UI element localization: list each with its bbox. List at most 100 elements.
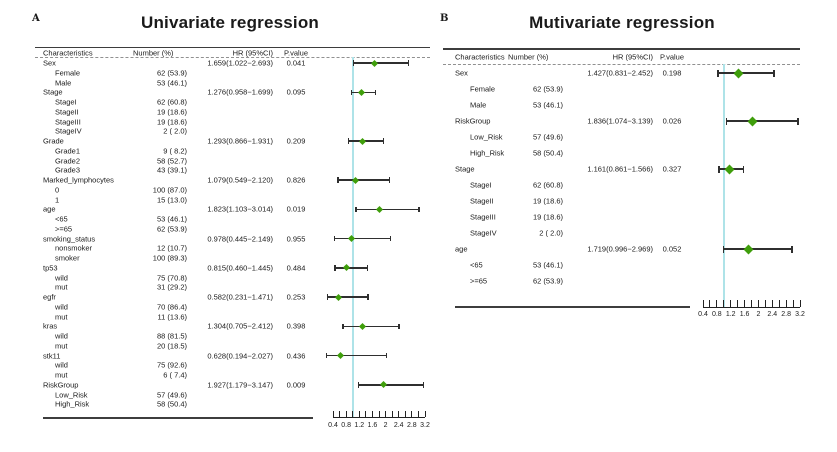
- hr-marker-diamond: [336, 352, 345, 360]
- table-row: StageI 62 (60.8): [35, 97, 430, 107]
- axis-tick-label: 0.8: [711, 311, 722, 318]
- ci-cap-right: [374, 89, 377, 96]
- hr-marker-diamond: [358, 137, 366, 145]
- table-row: StageII 19 (18.6): [443, 193, 800, 209]
- row-hr: 1.823(1.103−3.014): [207, 204, 273, 214]
- hr-marker-diamond: [359, 322, 367, 330]
- row-pvalue: 0.436: [286, 350, 306, 360]
- table-row: StageIV 2 ( 2.0): [443, 225, 800, 241]
- axis-tick: [358, 411, 360, 417]
- table-bottom-rule: [455, 306, 690, 308]
- row-characteristic: Female: [55, 68, 81, 78]
- table-row: Grade3 43 (39.1): [35, 165, 430, 175]
- row-number: 20 (18.5): [156, 341, 187, 351]
- row-number: 70 (86.4): [156, 302, 187, 312]
- panel-b-title: Mutivariate regression: [529, 13, 715, 32]
- row-pvalue: 0.052: [662, 244, 682, 254]
- row-characteristic: tp53: [43, 263, 58, 273]
- ci-line: [343, 325, 400, 328]
- row-pvalue: 0.398: [286, 321, 306, 331]
- ci-plot-cell: [333, 58, 425, 68]
- row-hr: 1.276(0.958−1.699): [207, 87, 273, 97]
- row-characteristic: wild: [55, 272, 68, 282]
- axis-tick-label: 3.2: [420, 422, 430, 429]
- row-number: 19 (18.6): [156, 107, 187, 117]
- axis-tick-label: 2.4: [767, 311, 778, 318]
- row-characteristic: Low_Risk: [55, 389, 88, 399]
- table-row: stk11 0.628(0.194−2.027) 0.436: [35, 351, 430, 361]
- table-row: wild 70 (86.4): [35, 302, 430, 312]
- axis-tick-label: 1.2: [725, 311, 736, 318]
- table-row: Grade1 9 ( 8.2): [35, 146, 430, 156]
- ci-plot-cell: [333, 204, 425, 214]
- row-number: 100 (87.0): [152, 185, 187, 195]
- row-number: 9 ( 8.2): [163, 146, 187, 156]
- row-number: 88 (81.5): [156, 331, 187, 341]
- axis-tick-label: 2.8: [781, 311, 791, 318]
- axis-tick: [411, 411, 413, 417]
- axis-tick-label: 0.8: [341, 422, 351, 429]
- table-row: Grade 1.293(0.866−1.931) 0.209: [35, 136, 430, 146]
- row-characteristic: Female: [470, 84, 496, 94]
- row-number: 62 (60.8): [532, 180, 563, 190]
- panel-a-label: A: [32, 13, 40, 24]
- hr-marker-diamond: [348, 235, 356, 243]
- ci-line: [717, 72, 775, 74]
- row-characteristic: High_Risk: [55, 399, 90, 409]
- hr-marker-diamond: [379, 381, 387, 389]
- table-row: Male 53 (46.1): [443, 97, 800, 113]
- row-characteristic: RiskGroup: [43, 380, 79, 390]
- row-number: 53 (46.1): [156, 214, 187, 224]
- row-number: 19 (18.6): [532, 196, 563, 206]
- table-header-row: Characteristics Number (%) HR (95%CI) P.val…: [35, 48, 430, 59]
- table-row: smoking_status 0.978(0.445−2.149) 0.955: [35, 234, 430, 244]
- axis-tick-label: 0.4: [698, 311, 708, 318]
- table-row: StageIV 2 ( 2.0): [35, 126, 430, 136]
- hr-marker-diamond: [370, 59, 378, 67]
- row-hr: 0.582(0.231−1.471): [207, 292, 273, 302]
- row-characteristic: wild: [55, 331, 68, 341]
- ci-cap-right: [366, 265, 369, 271]
- ci-cap-right: [407, 60, 410, 66]
- axis-tick: [778, 300, 780, 307]
- ci-line: [356, 208, 419, 211]
- table-row: Stage 1.276(0.958−1.699) 0.095: [35, 87, 430, 97]
- axis-ruler: [702, 300, 801, 308]
- ci-cap-right: [773, 69, 775, 77]
- row-characteristic: StageIII: [470, 212, 496, 222]
- axis-tick: [385, 411, 387, 417]
- row-pvalue: 0.327: [662, 164, 682, 174]
- axis-tick: [737, 300, 739, 307]
- row-characteristic: <65: [470, 260, 483, 270]
- row-number: 11 (13.6): [157, 311, 187, 321]
- row-number: 43 (39.1): [156, 165, 187, 175]
- table-row: mut 11 (13.6): [35, 312, 430, 322]
- row-characteristic: mut: [55, 282, 68, 292]
- col-header-characteristics: Characteristics: [455, 52, 505, 62]
- col-header-pvalue: P.value: [659, 52, 685, 62]
- table-bottom-rule: [43, 417, 313, 419]
- ci-line: [337, 179, 390, 181]
- row-hr: 1.293(0.866−1.931): [207, 136, 273, 146]
- row-characteristic: age: [43, 204, 56, 214]
- ci-plot-cell: [333, 380, 425, 390]
- row-number: 58 (52.7): [156, 155, 187, 165]
- ci-cap-right: [385, 352, 388, 359]
- row-characteristic: Sex: [455, 68, 468, 78]
- row-number: 57 (49.6): [156, 389, 187, 399]
- axis-tick: [352, 411, 354, 417]
- row-pvalue: 0.484: [286, 263, 306, 273]
- hr-marker-diamond: [335, 293, 343, 301]
- table-row: Female 62 (53.9): [35, 68, 430, 78]
- row-number: 31 (29.2): [156, 282, 187, 292]
- row-characteristic: smoking_status: [43, 233, 96, 243]
- row-characteristic: High_Risk: [470, 148, 505, 158]
- row-pvalue: 0.826: [286, 175, 306, 185]
- axis-tick: [771, 300, 773, 307]
- row-characteristic: wild: [55, 302, 68, 312]
- row-number: 15 (13.0): [156, 194, 187, 204]
- row-number: 2 ( 2.0): [163, 126, 187, 136]
- axis-tick: [345, 411, 347, 417]
- table-row: 1 15 (13.0): [35, 195, 430, 205]
- axis-ruler: [332, 411, 426, 418]
